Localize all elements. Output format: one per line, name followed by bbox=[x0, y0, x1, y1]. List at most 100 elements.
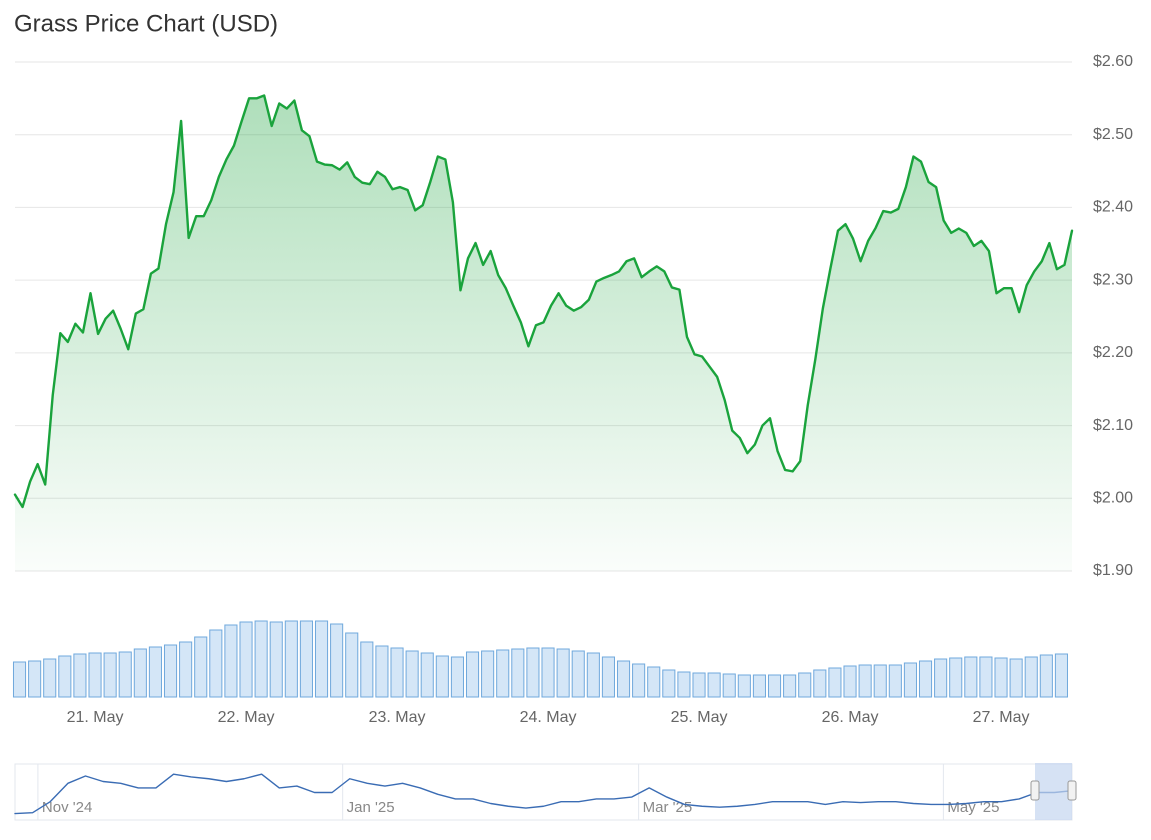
y-tick-label: $2.00 bbox=[1093, 490, 1133, 507]
volume-bar bbox=[1024, 656, 1038, 698]
volume-bar bbox=[1054, 653, 1068, 698]
volume-bar bbox=[103, 652, 117, 698]
volume-bar bbox=[662, 669, 676, 698]
volume-bar bbox=[12, 661, 27, 698]
volume-bar bbox=[465, 651, 480, 698]
volume-bar bbox=[224, 624, 238, 698]
volume-bar bbox=[918, 660, 933, 698]
volume-bar bbox=[964, 656, 978, 698]
price-line bbox=[13, 94, 1074, 509]
volume-panel bbox=[12, 620, 1068, 698]
volume-bar bbox=[269, 621, 283, 698]
volume-bar bbox=[435, 655, 449, 698]
x-tick-label: 23. May bbox=[369, 709, 426, 726]
volume-bar bbox=[88, 652, 102, 698]
x-tick-label: 22. May bbox=[218, 709, 275, 726]
volume-bar bbox=[949, 657, 963, 698]
x-tick-label: 24. May bbox=[520, 709, 577, 726]
volume-bar bbox=[858, 664, 872, 698]
volume-bar bbox=[481, 650, 495, 698]
volume-bar bbox=[903, 662, 917, 698]
volume-bar bbox=[632, 663, 646, 698]
navigator-frame bbox=[14, 763, 1073, 821]
navigator-panel: Nov '24 Jan '25 Mar '25 May '25 bbox=[14, 763, 1073, 821]
y-tick-label: $1.90 bbox=[1093, 562, 1133, 579]
x-tick-label: 21. May bbox=[67, 709, 124, 726]
navigator-line bbox=[14, 773, 1073, 815]
volume-bar bbox=[783, 674, 797, 698]
volume-bar bbox=[450, 656, 464, 698]
volume-bar bbox=[284, 620, 298, 698]
navigator-handle[interactable] bbox=[1067, 780, 1077, 801]
volume-bar bbox=[496, 649, 510, 698]
volume-bar bbox=[828, 667, 842, 698]
volume-bar bbox=[767, 674, 782, 698]
volume-bar bbox=[254, 620, 268, 698]
volume-bar bbox=[979, 656, 993, 698]
volume-bar bbox=[692, 672, 706, 698]
volume-bar bbox=[43, 658, 57, 698]
volume-bar bbox=[420, 652, 434, 698]
y-tick-label: $2.40 bbox=[1093, 199, 1133, 216]
volume-bar bbox=[571, 650, 585, 698]
volume-bar bbox=[239, 621, 253, 698]
y-tick-label: $2.60 bbox=[1093, 53, 1133, 70]
volume-bar bbox=[1039, 654, 1053, 698]
volume-bar bbox=[1009, 658, 1023, 698]
navigator-handle[interactable] bbox=[1030, 780, 1040, 801]
volume-bar bbox=[360, 641, 374, 698]
y-tick-label: $2.20 bbox=[1093, 344, 1133, 361]
navigator-selection[interactable] bbox=[1030, 763, 1077, 820]
volume-bar bbox=[647, 666, 661, 698]
volume-bar bbox=[616, 660, 631, 698]
navigator-mask[interactable] bbox=[1035, 763, 1072, 820]
price-panel: $2.60 $2.50 $2.40 $2.30 $2.20 $2.10 $2.00 $1.90… bbox=[13, 53, 1133, 726]
x-tick-label: Jan '25 bbox=[347, 799, 395, 816]
x-tick-label: Mar '25 bbox=[643, 799, 693, 816]
volume-bar bbox=[209, 629, 223, 698]
volume-bar bbox=[994, 657, 1008, 698]
volume-bar bbox=[934, 658, 948, 698]
x-tick-label: Nov '24 bbox=[42, 799, 92, 816]
volume-bar bbox=[330, 623, 344, 698]
volume-bar bbox=[873, 664, 887, 698]
y-tick-label: $2.50 bbox=[1093, 126, 1133, 143]
volume-bar bbox=[179, 641, 193, 698]
volume-bar bbox=[843, 665, 857, 698]
volume-bar bbox=[526, 647, 540, 698]
volume-bar bbox=[737, 674, 751, 698]
price-area bbox=[15, 95, 1072, 571]
volume-bar bbox=[722, 673, 736, 698]
volume-bar bbox=[375, 645, 389, 698]
volume-bar bbox=[28, 660, 42, 698]
volume-bar bbox=[163, 644, 178, 698]
volume-bar bbox=[677, 671, 691, 698]
volume-bar bbox=[148, 646, 162, 698]
chart-title: Grass Price Chart (USD) bbox=[14, 10, 278, 37]
volume-bar bbox=[73, 653, 87, 698]
volume-bar bbox=[405, 650, 419, 698]
volume-bar bbox=[601, 656, 615, 698]
volume-bar bbox=[314, 620, 329, 698]
volume-bar bbox=[390, 647, 404, 698]
x-tick-label: 25. May bbox=[671, 709, 728, 726]
volume-bar bbox=[888, 664, 902, 698]
y-tick-label: $2.10 bbox=[1093, 417, 1133, 434]
x-tick-label: 27. May bbox=[973, 709, 1030, 726]
volume-bar bbox=[813, 669, 827, 698]
volume-bar bbox=[118, 651, 132, 698]
volume-bar bbox=[586, 652, 600, 698]
volume-bar bbox=[541, 647, 555, 698]
volume-bar bbox=[194, 636, 208, 698]
volume-bar bbox=[798, 672, 812, 698]
volume-bar bbox=[133, 648, 147, 698]
volume-bar bbox=[752, 674, 766, 698]
volume-bar bbox=[511, 648, 525, 698]
volume-bar bbox=[299, 620, 313, 698]
volume-bar bbox=[556, 648, 570, 698]
volume-bar bbox=[707, 672, 721, 698]
volume-bar bbox=[345, 632, 359, 698]
x-tick-label: 26. May bbox=[822, 709, 879, 726]
